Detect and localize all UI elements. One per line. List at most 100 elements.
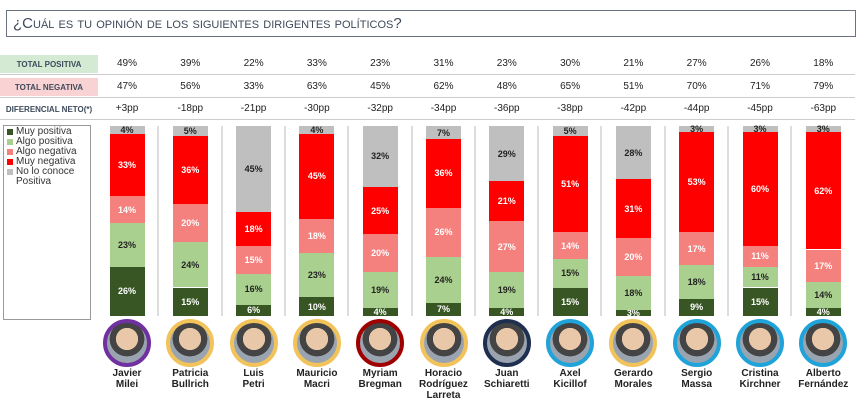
candidate-name-line: Patricia	[172, 368, 209, 379]
bar-segment-algo-negativa: 18%	[299, 219, 335, 254]
diferencial-value: -34pp	[430, 103, 457, 114]
candidate-photo	[292, 319, 341, 367]
total-positiva-value: 26%	[749, 58, 770, 69]
candidate-photo	[672, 319, 721, 367]
bar-segment-no-lo-conoce: 28%	[615, 126, 651, 180]
total-negativa-value: 45%	[370, 81, 391, 92]
bar-segment-algo-negativa: 17%	[805, 249, 841, 282]
candidate-name: Alberto Fernández	[788, 368, 858, 390]
legend-item: No lo conoce	[7, 167, 87, 177]
bar-segment-no-lo-conoce: 5%	[172, 126, 208, 136]
candidate-name-line: Milei	[115, 379, 139, 390]
total-negativa-value: 48%	[496, 81, 517, 92]
total-negativa-value: 62%	[433, 81, 454, 92]
bar-segment-no-lo-conoce: 32%	[362, 126, 398, 187]
bar-segment-algo-negativa: 11%	[742, 245, 778, 267]
bar-separator	[347, 126, 350, 316]
diferencial-value: -63pp	[810, 103, 837, 114]
candidate-name-line: Mauricio	[296, 368, 338, 379]
diferencial-value: -30pp	[304, 103, 330, 114]
bar-segment-muy-negativa: 45%	[299, 133, 335, 220]
total-positiva-value: 30%	[560, 58, 581, 69]
divider	[0, 97, 855, 98]
candidate-name: Sergio Massa	[662, 368, 732, 390]
bar-segment-algo-positiva: 18%	[679, 264, 715, 299]
diferencial-value: -32pp	[367, 103, 393, 114]
bar-segment-muy-positiva: 3%	[615, 308, 651, 318]
candidate-name-line: Gerardo	[613, 368, 653, 379]
bar-segment-algo-positiva: 23%	[299, 253, 335, 297]
total-negativa-value: 65%	[560, 81, 581, 92]
bar-segment-algo-negativa: 27%	[489, 221, 525, 273]
candidate-name-line: Bregman	[358, 379, 402, 390]
bar-separator	[537, 126, 540, 316]
candidate-photo	[103, 319, 151, 367]
bar-segment-no-lo-conoce: 5%	[552, 126, 588, 136]
candidate-name-line: Rodríguez	[419, 379, 468, 390]
total-negativa-value: 79%	[813, 81, 834, 92]
candidate-name-line: Kicillof	[553, 379, 587, 390]
candidate-name-line: Fernández	[798, 379, 849, 390]
bar-segment-muy-negativa: 33%	[109, 133, 145, 197]
bar-segment-algo-positiva: 14%	[805, 281, 841, 309]
bar-segment-muy-negativa: 36%	[172, 135, 208, 204]
total-negativa-value: 70%	[686, 81, 707, 92]
diferencial-value: -45pp	[747, 103, 773, 114]
bar-segment-algo-positiva: 19%	[489, 272, 525, 309]
candidate-name: Patricia Bullrich	[155, 368, 225, 390]
bar-segment-no-lo-conoce: 3%	[742, 124, 778, 134]
candidate-name-line: Juan	[495, 368, 519, 379]
bar-separator	[157, 126, 160, 316]
total-positiva-value: 18%	[813, 58, 834, 69]
legend-item: Muy positiva	[7, 127, 87, 137]
candidate-name: Luis Petri	[219, 368, 289, 390]
bar-segment-muy-positiva: 26%	[109, 266, 145, 316]
bar-segment-no-lo-conoce: 29%	[489, 126, 525, 182]
bar-segment-muy-positiva: 15%	[552, 287, 588, 316]
bar-segment-algo-negativa: 26%	[426, 207, 461, 258]
candidate-name-line: Macri	[303, 379, 330, 390]
total-positiva-value: 33%	[306, 58, 327, 69]
candidate-name: Horacio Rodríguez Larreta	[409, 368, 479, 401]
total-positiva-value: 21%	[623, 58, 644, 69]
candidate-name-line: Schiaretti	[484, 379, 530, 390]
row-label-total-negativa: TOTAL NEGATIVA	[0, 78, 98, 96]
candidate-photo	[482, 319, 531, 367]
diferencial-value: -44pp	[683, 103, 710, 114]
candidate-name: Juan Schiaretti	[472, 368, 542, 390]
bar-segment-algo-negativa: 20%	[172, 203, 208, 242]
bar-segment-muy-negativa: 60%	[742, 131, 778, 246]
candidate-name-line: Myriam	[362, 368, 398, 379]
legend-item: Positiva	[16, 176, 52, 187]
total-positiva-value: 31%	[433, 58, 454, 69]
diferencial-value: -18pp	[177, 103, 204, 114]
row-label-total-positiva: TOTAL POSITIVA	[0, 55, 98, 73]
diferencial-value: -38pp	[557, 103, 583, 114]
bar-segment-algo-positiva: 18%	[615, 276, 651, 311]
candidate-name: Axel Kicillof	[535, 368, 605, 390]
bar-segment-muy-negativa: 18%	[236, 211, 272, 246]
bar-separator	[473, 126, 476, 316]
bar-segment-algo-positiva: 11%	[742, 266, 778, 288]
bar-segment-muy-positiva: 4%	[805, 307, 841, 317]
total-negativa-value: 63%	[306, 81, 327, 92]
bar-segment-algo-positiva: 24%	[172, 241, 208, 288]
bar-segment-muy-positiva: 7%	[426, 302, 461, 316]
bar-separator	[600, 126, 603, 316]
bar-segment-algo-negativa: 15%	[236, 245, 272, 275]
candidate-photo	[609, 319, 658, 367]
bar-segment-muy-positiva: 4%	[489, 307, 525, 317]
bar-separator	[283, 126, 286, 316]
bar-segment-algo-positiva: 23%	[109, 222, 145, 267]
candidate-name: Javier Milei	[92, 368, 162, 390]
total-negativa-value: 56%	[180, 81, 201, 92]
candidate-name-line: Larreta	[426, 390, 461, 401]
bar-separator	[727, 126, 729, 316]
total-positiva-value: 22%	[243, 58, 264, 69]
total-positiva-value: 23%	[370, 58, 391, 69]
candidate-name-line: Bullrich	[171, 379, 209, 390]
bar-separator	[410, 126, 413, 316]
candidate-name-line: Cristina	[741, 368, 779, 379]
candidate-photo	[356, 319, 405, 367]
total-negativa-value: 33%	[243, 81, 264, 92]
